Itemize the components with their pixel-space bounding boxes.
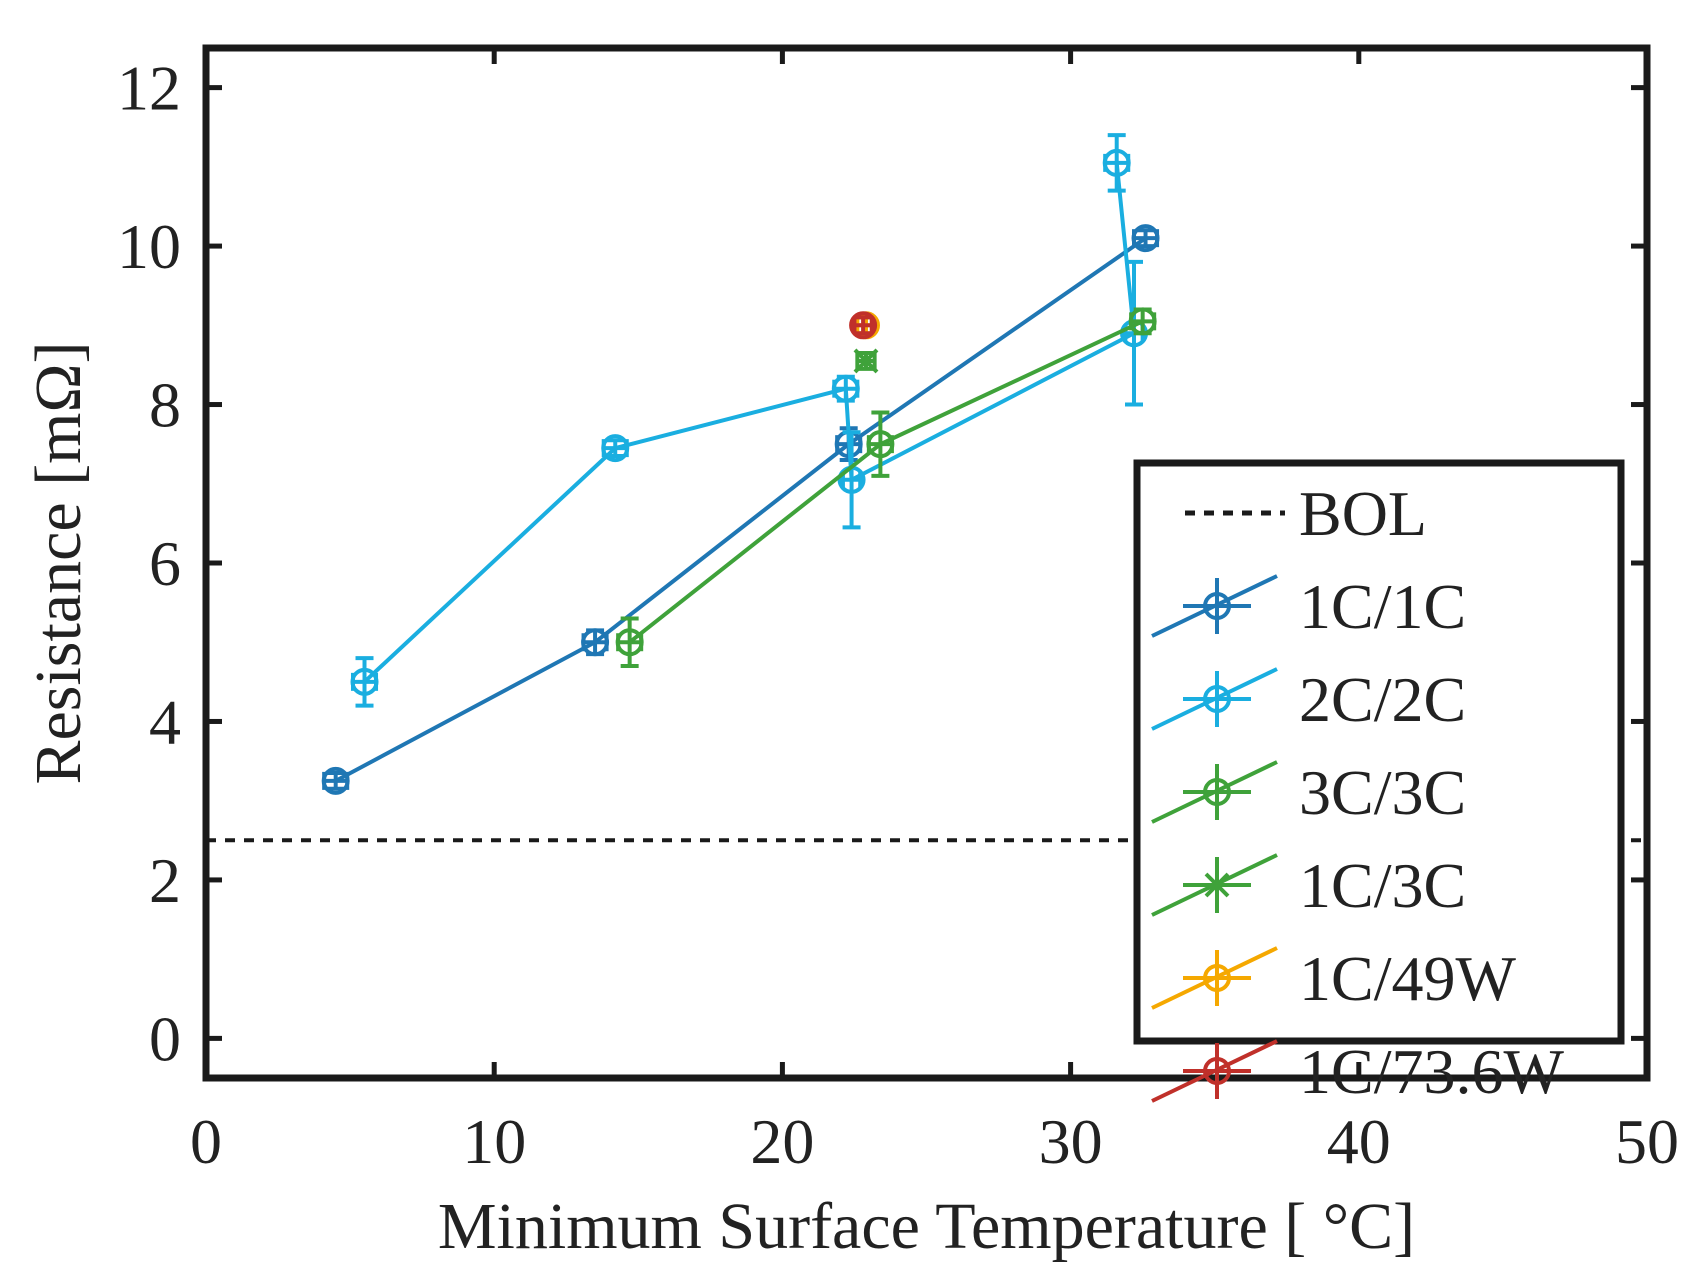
x-tick-label: 10 — [462, 1106, 526, 1177]
x-tick-label: 40 — [1327, 1106, 1391, 1177]
legend-marker — [1203, 1057, 1231, 1085]
series-1c-1c — [321, 224, 1160, 795]
data-point — [849, 311, 878, 340]
x-tick-label: 20 — [750, 1106, 814, 1177]
axis-ticks: 0 10 20 30 40 50 0 2 4 6 8 10 12 — [117, 48, 1679, 1177]
x-tick-label: 30 — [1039, 1106, 1103, 1177]
legend-label: 1C/49W — [1299, 943, 1516, 1014]
x-tick-label: 50 — [1615, 1106, 1679, 1177]
legend-swatch — [1151, 1039, 1278, 1103]
data-point — [1131, 224, 1160, 253]
y-tick-label: 4 — [149, 686, 181, 757]
y-tick-label: 6 — [149, 528, 181, 599]
data-point — [350, 667, 379, 696]
legend-marker — [1203, 685, 1231, 713]
data-point — [581, 628, 610, 657]
legend-swatch — [1151, 667, 1278, 731]
legend-marker — [1203, 592, 1231, 620]
legend-label: BOL — [1299, 478, 1427, 549]
legend-label: 1C/73.6W — [1299, 1036, 1564, 1107]
series-2c-2c — [350, 133, 1149, 708]
legend-label: 3C/3C — [1299, 757, 1466, 828]
legend-label: 1C/1C — [1299, 571, 1466, 642]
y-tick-label: 8 — [149, 370, 181, 441]
legend-swatch — [1151, 760, 1278, 824]
legend-marker — [1204, 872, 1230, 898]
y-tick-label: 0 — [149, 1003, 181, 1074]
y-axis-label: Resistance [mΩ] — [22, 341, 95, 784]
series-3c-3c — [615, 307, 1157, 668]
data-point — [831, 374, 860, 403]
legend-label: 1C/3C — [1299, 850, 1466, 921]
data-point — [321, 766, 350, 795]
marker-stroke — [1204, 872, 1230, 898]
error-bar — [840, 430, 863, 530]
data-point — [601, 434, 630, 463]
data-point — [853, 348, 879, 374]
y-tick-label: 2 — [149, 845, 181, 916]
series-1c-3c — [853, 348, 879, 374]
series-line — [334, 236, 1147, 783]
data-point — [615, 628, 644, 657]
legend-label: 2C/2C — [1299, 664, 1466, 735]
legend-box — [1133, 459, 1625, 1045]
data-point — [866, 430, 895, 459]
legend-swatch — [1151, 853, 1278, 917]
y-tick-label: 10 — [117, 211, 181, 282]
x-tick-label: 0 — [190, 1106, 222, 1177]
legend-marker — [1203, 778, 1231, 806]
legend-marker — [1203, 964, 1231, 992]
legend-swatch — [1151, 574, 1278, 638]
x-axis-label: Minimum Surface Temperature [ °C] — [438, 1190, 1415, 1263]
legend: BOL 1C/1C 2C/2C 3C/3C 1C/3C 1C/49W 1C/73.6W — [1133, 459, 1625, 1107]
legend-swatch — [1151, 946, 1278, 1010]
data-point — [1102, 148, 1131, 177]
marker-stroke — [853, 348, 879, 374]
series-1c-73-6w — [849, 311, 878, 340]
data-point — [1128, 307, 1157, 336]
y-tick-label: 12 — [117, 53, 181, 124]
error-bar — [852, 315, 874, 336]
